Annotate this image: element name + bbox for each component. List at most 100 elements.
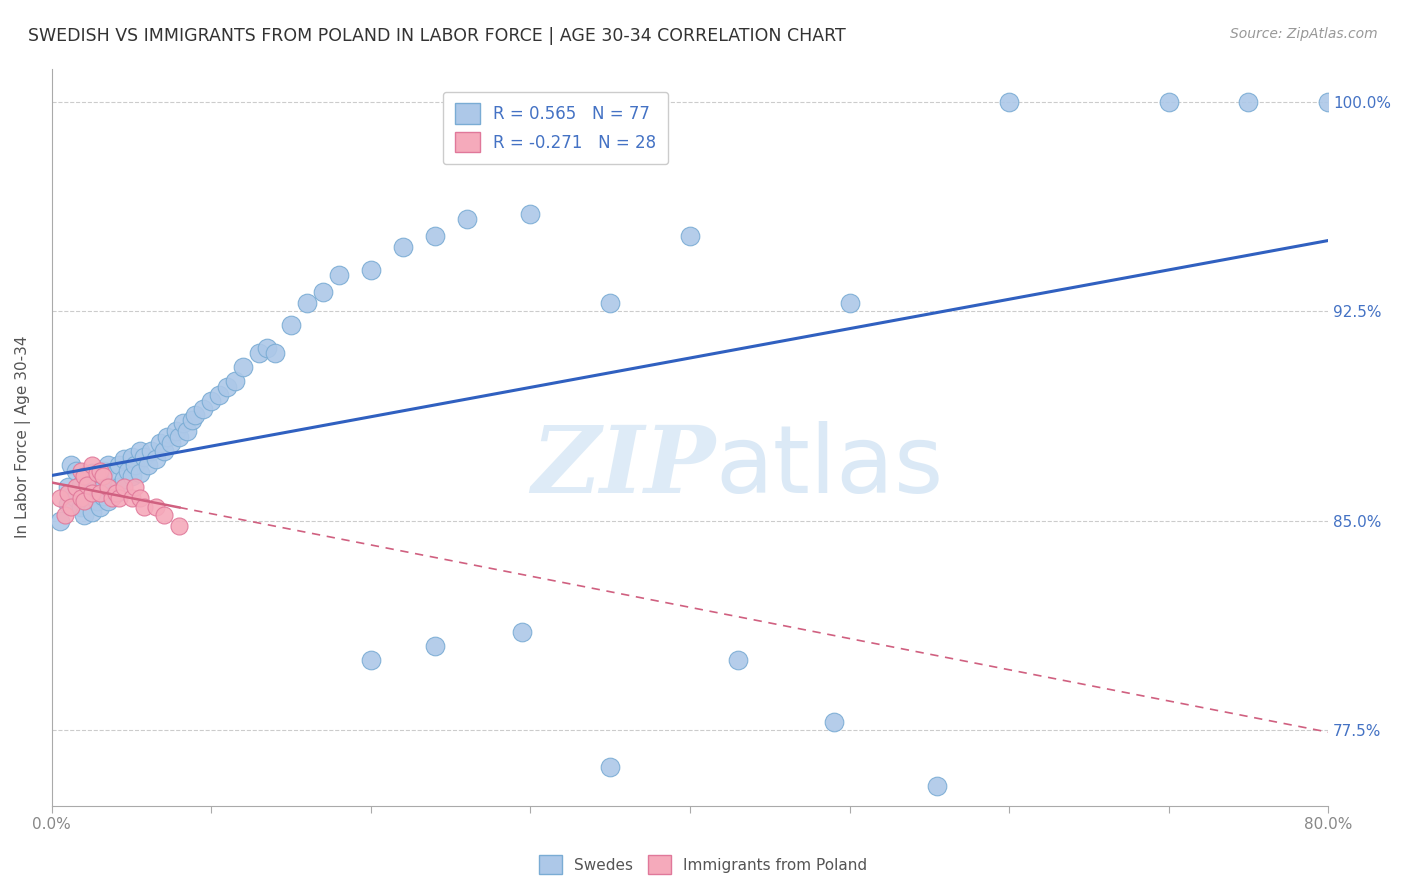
Point (76, 477, 98, 491)
Point (139, 444, 162, 458)
Point (134, 450, 156, 464)
Point (69, 491, 91, 506)
Point (53, 508, 76, 523)
Point (149, 435, 172, 450)
Point (101, 491, 124, 506)
Legend: R = 0.565   N = 77, R = -0.271   N = 28: R = 0.565 N = 77, R = -0.271 N = 28 (443, 92, 668, 164)
Point (134, 500, 156, 514)
Point (121, 491, 143, 506)
Point (998, 95, 1021, 109)
Point (838, 296, 860, 310)
Point (224, 374, 246, 388)
Point (112, 472, 135, 486)
Point (117, 464, 139, 478)
Point (184, 408, 207, 422)
Point (73, 486, 96, 500)
Point (97, 494, 120, 508)
Point (76, 491, 98, 506)
Point (104, 486, 127, 500)
Point (128, 491, 150, 506)
Point (91, 489, 114, 503)
Point (112, 480, 135, 494)
Point (86, 494, 108, 508)
Point (312, 285, 335, 299)
Text: SWEDISH VS IMMIGRANTS FROM POLAND IN LABOR FORCE | AGE 30-34 CORRELATION CHART: SWEDISH VS IMMIGRANTS FROM POLAND IN LAB… (28, 27, 846, 45)
Point (727, 653, 749, 667)
Point (97, 480, 120, 494)
Text: Source: ZipAtlas.com: Source: ZipAtlas.com (1230, 27, 1378, 41)
Point (679, 229, 702, 244)
Point (136, 458, 159, 472)
Point (59, 458, 82, 472)
Text: ZIP: ZIP (531, 422, 716, 511)
Point (145, 452, 167, 467)
Point (172, 416, 194, 430)
Point (59, 500, 82, 514)
Point (124, 458, 146, 472)
Point (89, 483, 111, 497)
Point (108, 480, 131, 494)
Point (121, 450, 143, 464)
Point (97, 458, 120, 472)
Point (927, 779, 949, 793)
Point (1237, 95, 1260, 109)
Point (93, 464, 115, 478)
Point (80, 486, 103, 500)
Point (360, 262, 382, 277)
Point (165, 425, 187, 439)
Point (73, 494, 96, 508)
Point (152, 444, 174, 458)
Point (124, 480, 146, 494)
Point (104, 486, 127, 500)
Point (49, 491, 72, 506)
Point (97, 480, 120, 494)
Point (80, 467, 103, 481)
Point (1157, 95, 1180, 109)
Point (169, 519, 191, 533)
Point (91, 469, 114, 483)
Point (69, 464, 91, 478)
Point (121, 469, 143, 483)
Point (86, 467, 108, 481)
Point (69, 500, 91, 514)
Point (73, 469, 96, 483)
Point (519, 207, 541, 221)
Point (217, 380, 239, 394)
Point (208, 388, 231, 402)
Point (128, 467, 150, 481)
Point (156, 430, 179, 444)
Point (599, 296, 621, 310)
Point (112, 452, 135, 467)
Point (65, 480, 87, 494)
Point (80, 486, 103, 500)
Point (89, 464, 111, 478)
Point (295, 296, 318, 310)
Point (104, 467, 127, 481)
Point (169, 430, 191, 444)
Point (456, 212, 478, 227)
Point (328, 268, 350, 282)
Point (65, 464, 87, 478)
Point (1317, 95, 1340, 109)
Point (80, 505, 103, 519)
Text: atlas: atlas (716, 420, 943, 513)
Point (56, 480, 79, 494)
Point (49, 514, 72, 528)
Point (152, 508, 174, 523)
Point (69, 477, 91, 491)
Point (89, 500, 111, 514)
Point (108, 458, 131, 472)
Point (280, 318, 302, 333)
Point (176, 425, 198, 439)
Point (232, 360, 254, 375)
Point (360, 653, 382, 667)
Point (101, 480, 124, 494)
Y-axis label: In Labor Force | Age 30-34: In Labor Force | Age 30-34 (15, 335, 31, 538)
Point (193, 402, 215, 417)
Point (128, 444, 150, 458)
Point (89, 486, 111, 500)
Point (145, 500, 167, 514)
Point (200, 393, 222, 408)
Point (89, 467, 111, 481)
Point (56, 486, 79, 500)
